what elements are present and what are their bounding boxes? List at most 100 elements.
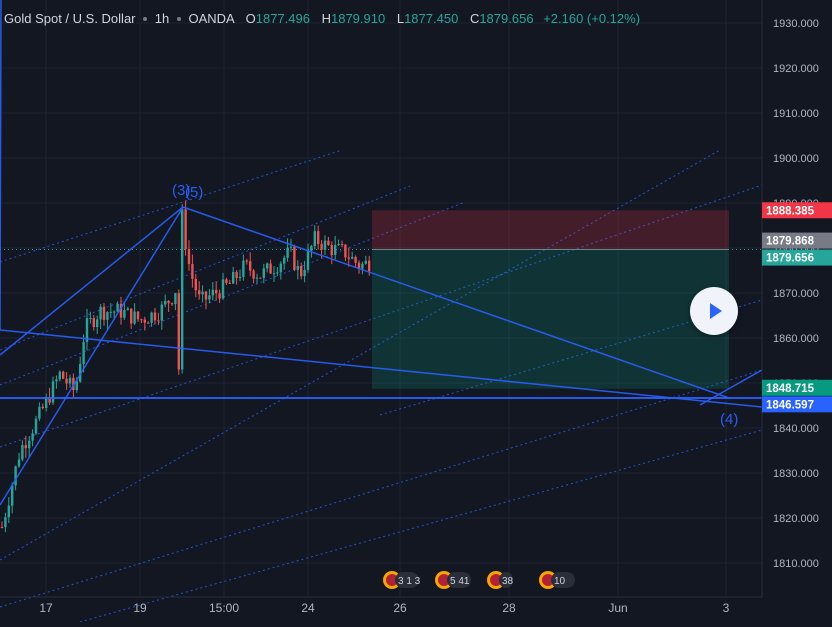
candle-body bbox=[45, 397, 48, 408]
candle-body bbox=[0, 527, 4, 528]
wave-label: (5) bbox=[185, 184, 203, 201]
candle-body bbox=[201, 291, 204, 295]
candle-body bbox=[75, 381, 78, 391]
candle-body bbox=[286, 247, 289, 258]
candle-body bbox=[68, 377, 72, 384]
candle-body bbox=[136, 311, 140, 320]
candle-body bbox=[320, 243, 323, 250]
candle-body bbox=[259, 277, 262, 279]
event-badge[interactable]: 5 41 bbox=[435, 571, 471, 589]
price-tick-label: 1810.000 bbox=[773, 558, 819, 570]
event-badge[interactable]: 38 bbox=[487, 571, 514, 589]
candle-body bbox=[293, 246, 296, 270]
candle-body bbox=[249, 261, 252, 271]
symbol-header: Gold Spot / U.S. Dollar 1h OANDA O1877.4… bbox=[4, 11, 640, 26]
event-count-pill bbox=[395, 572, 419, 588]
low-value: 1877.450 bbox=[404, 11, 459, 26]
candle-body bbox=[48, 397, 51, 403]
candle-body bbox=[181, 209, 184, 370]
close-key: C bbox=[469, 11, 480, 26]
candle-body bbox=[211, 289, 214, 296]
candle-body bbox=[317, 231, 320, 244]
candle-body bbox=[21, 445, 24, 460]
wave-label: (3) bbox=[172, 182, 190, 199]
time-tick-label: 3 bbox=[723, 601, 730, 615]
candle-body bbox=[323, 240, 327, 250]
event-badge[interactable]: 3 1 3 bbox=[383, 571, 421, 589]
candle-body bbox=[58, 371, 61, 380]
price-tick-label: 1840.000 bbox=[773, 423, 819, 435]
channel-line bbox=[0, 369, 763, 608]
candle-body bbox=[194, 278, 197, 291]
candle-body bbox=[160, 304, 163, 321]
candle-body bbox=[96, 319, 99, 328]
candle-body bbox=[167, 300, 170, 304]
candle-body bbox=[153, 312, 157, 321]
candle-body bbox=[303, 270, 306, 277]
candle-body bbox=[130, 308, 133, 324]
event-count: 5 41 bbox=[450, 576, 470, 587]
candle-body bbox=[24, 445, 27, 449]
candle-body bbox=[238, 276, 242, 279]
candle-body bbox=[245, 260, 248, 262]
candle-body bbox=[119, 303, 123, 318]
trend-drawings: (3)(5) (4) bbox=[0, 0, 763, 506]
candle-body bbox=[89, 318, 92, 320]
candle-body bbox=[4, 517, 7, 528]
candle-body bbox=[364, 260, 367, 264]
price-tick-label: 1920.000 bbox=[773, 63, 819, 75]
channel-line bbox=[0, 184, 763, 448]
economic-events: 3 1 3 5 41 38 10 bbox=[383, 571, 575, 589]
event-count: 38 bbox=[502, 576, 514, 587]
event-badge[interactable]: 10 bbox=[539, 571, 575, 589]
candle-body bbox=[65, 378, 68, 384]
event-count-pill bbox=[551, 572, 575, 588]
candle-body bbox=[99, 306, 102, 320]
candle-body bbox=[354, 256, 357, 263]
close-value: 1879.656 bbox=[479, 11, 534, 26]
candle-body bbox=[51, 381, 55, 403]
candle-body bbox=[79, 363, 82, 382]
candle-body bbox=[147, 322, 150, 324]
candle-body bbox=[276, 272, 279, 274]
price-tick-label: 1910.000 bbox=[773, 108, 819, 120]
candle-body bbox=[184, 209, 187, 250]
candle-body bbox=[266, 263, 269, 269]
target-zone bbox=[372, 249, 729, 389]
candle-body bbox=[92, 318, 95, 328]
candle-body bbox=[62, 371, 65, 379]
candle-body bbox=[85, 318, 89, 342]
candle-body bbox=[191, 264, 194, 279]
candle-body bbox=[255, 277, 259, 279]
candle-body bbox=[262, 268, 265, 278]
event-count: 10 bbox=[554, 576, 566, 587]
price-axis: 1930.0001920.0001910.0001900.0001890.000… bbox=[761, 0, 832, 597]
candle-body bbox=[337, 244, 340, 246]
candle-body bbox=[7, 505, 10, 518]
candle-body bbox=[310, 246, 313, 251]
flag-icon bbox=[386, 574, 398, 586]
candle-body bbox=[187, 249, 191, 265]
interval-label[interactable]: 1h bbox=[154, 11, 170, 26]
candle-body bbox=[269, 263, 272, 274]
price-tick-label: 1900.000 bbox=[773, 153, 819, 165]
channel-line bbox=[0, 185, 411, 351]
candle-body bbox=[157, 320, 160, 322]
time-tick-label: 26 bbox=[393, 601, 407, 615]
candle-body bbox=[55, 379, 58, 382]
symbol-name[interactable]: Gold Spot / U.S. Dollar bbox=[4, 11, 136, 26]
time-axis: 17 19 15:00 24 26 28 Jun 3 bbox=[0, 596, 762, 615]
candle-body bbox=[327, 240, 330, 246]
candle-body bbox=[113, 311, 116, 313]
time-tick-label: 24 bbox=[301, 601, 315, 615]
play-button[interactable] bbox=[690, 287, 738, 335]
separator-dot bbox=[176, 17, 181, 21]
candle-body bbox=[283, 257, 286, 264]
candle-body bbox=[252, 270, 255, 279]
candle-body bbox=[344, 244, 347, 258]
candle-body bbox=[232, 271, 235, 284]
candle-body bbox=[221, 279, 225, 299]
channel-line bbox=[79, 429, 763, 623]
